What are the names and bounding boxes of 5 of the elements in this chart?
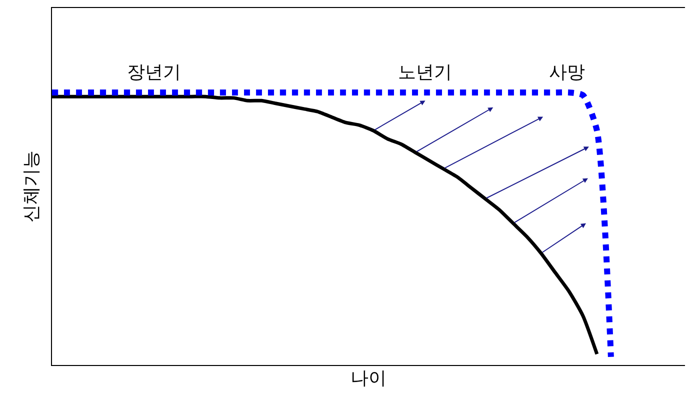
text: 장년기 — [127, 62, 181, 83]
y-axis-title: 신체기능 — [21, 150, 42, 222]
x-axis-title: 나이 — [350, 368, 386, 390]
text: 사망 — [549, 62, 585, 83]
text: 노년기 — [398, 62, 452, 83]
